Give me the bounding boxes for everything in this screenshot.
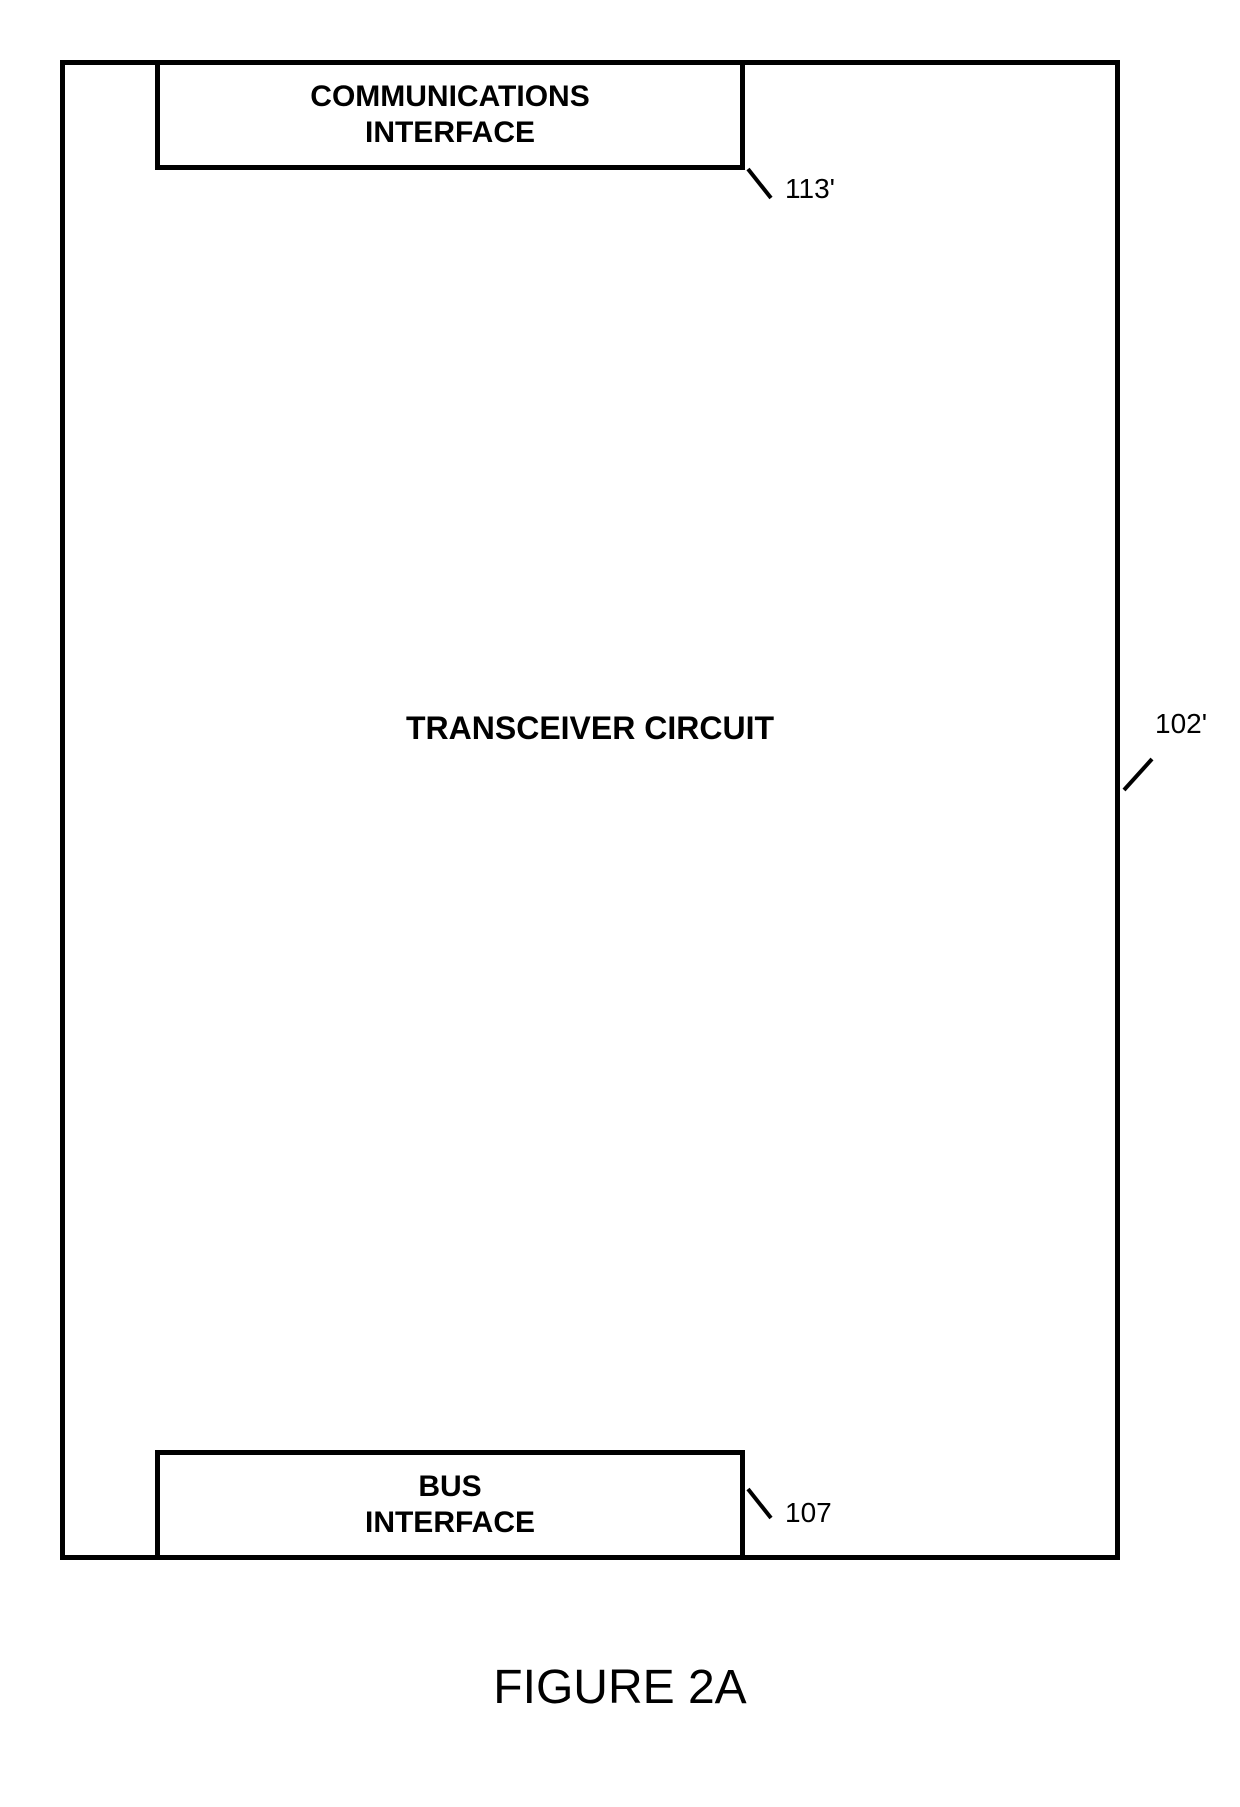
figure-title: FIGURE 2A bbox=[0, 1660, 1240, 1715]
bus-interface-label-line2: INTERFACE bbox=[365, 1505, 535, 1541]
transceiver-circuit-box: COMMUNICATIONS INTERFACE TRANSCEIVER CIR… bbox=[60, 60, 1120, 1560]
communications-interface-label-line1: COMMUNICATIONS bbox=[310, 79, 589, 115]
leader-line-right-icon bbox=[1120, 755, 1160, 795]
diagram-container: COMMUNICATIONS INTERFACE TRANSCEIVER CIR… bbox=[60, 60, 1120, 1560]
ref-number-right: 102' bbox=[1155, 708, 1207, 740]
bus-interface-box: BUS INTERFACE bbox=[155, 1450, 745, 1560]
transceiver-circuit-label: TRANSCEIVER CIRCUIT bbox=[65, 710, 1115, 747]
communications-interface-box: COMMUNICATIONS INTERFACE bbox=[155, 60, 745, 170]
communications-interface-label-line2: INTERFACE bbox=[365, 115, 535, 151]
leader-line-top-icon bbox=[746, 163, 786, 203]
bus-interface-label-line1: BUS bbox=[418, 1469, 481, 1505]
ref-number-bottom: 107 bbox=[785, 1497, 832, 1529]
ref-number-top: 113' bbox=[785, 173, 835, 205]
leader-line-bottom-icon bbox=[746, 1483, 786, 1523]
